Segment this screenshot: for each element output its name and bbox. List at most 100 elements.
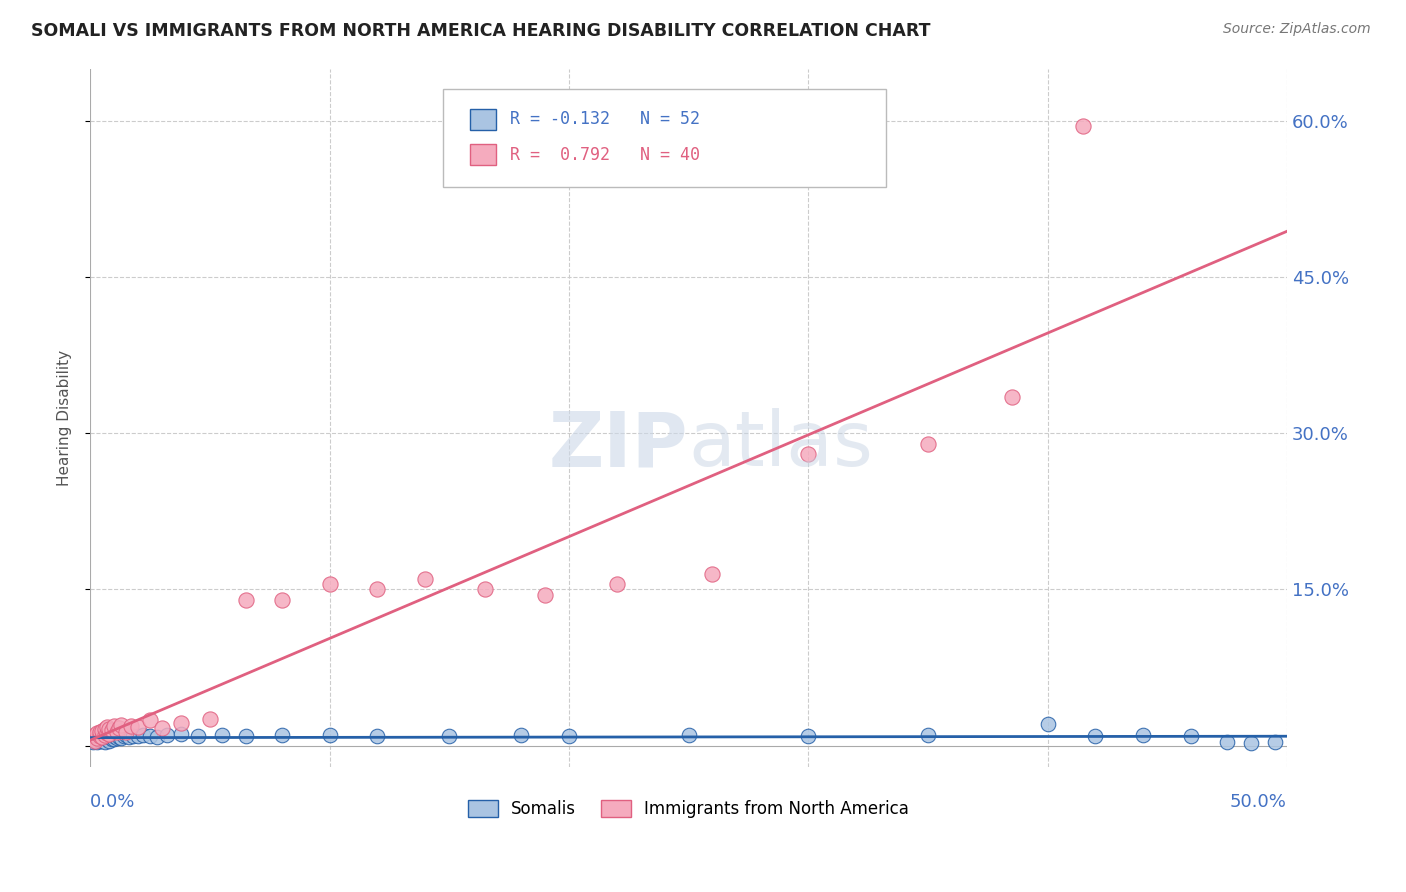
Point bbox=[110, 731, 132, 746]
Text: 0.0%: 0.0% bbox=[90, 793, 135, 811]
Point bbox=[103, 730, 125, 744]
Point bbox=[1084, 730, 1107, 744]
Legend: Somalis, Immigrants from North America: Somalis, Immigrants from North America bbox=[461, 793, 915, 824]
Point bbox=[93, 728, 115, 742]
Point bbox=[120, 719, 142, 733]
Point bbox=[117, 731, 139, 745]
Point bbox=[1036, 716, 1059, 731]
Point bbox=[1216, 734, 1239, 748]
Point bbox=[93, 734, 115, 748]
Point bbox=[110, 718, 132, 732]
Point bbox=[89, 731, 111, 746]
Point bbox=[96, 730, 118, 744]
Point bbox=[82, 734, 104, 748]
Point bbox=[84, 733, 107, 747]
Point bbox=[98, 733, 121, 747]
Point bbox=[797, 447, 820, 461]
Point bbox=[105, 725, 128, 739]
Point bbox=[84, 731, 107, 746]
Point bbox=[82, 732, 104, 747]
Point bbox=[413, 572, 436, 586]
Point bbox=[127, 720, 149, 734]
Text: Source: ZipAtlas.com: Source: ZipAtlas.com bbox=[1223, 22, 1371, 37]
Point bbox=[96, 732, 118, 747]
Point bbox=[89, 733, 111, 747]
Point bbox=[89, 730, 111, 744]
Point bbox=[93, 722, 115, 736]
Point bbox=[132, 728, 155, 742]
Point bbox=[917, 728, 939, 742]
Text: SOMALI VS IMMIGRANTS FROM NORTH AMERICA HEARING DISABILITY CORRELATION CHART: SOMALI VS IMMIGRANTS FROM NORTH AMERICA … bbox=[31, 22, 931, 40]
Point bbox=[89, 725, 111, 739]
Point bbox=[91, 731, 114, 745]
Point bbox=[108, 731, 131, 745]
Point bbox=[86, 731, 108, 746]
Point bbox=[105, 731, 128, 746]
Point bbox=[100, 723, 122, 737]
Point bbox=[1073, 119, 1095, 133]
Point bbox=[122, 730, 145, 744]
Point bbox=[1180, 730, 1202, 744]
FancyBboxPatch shape bbox=[470, 145, 496, 165]
Point bbox=[86, 726, 108, 740]
Point bbox=[96, 726, 118, 740]
Point bbox=[100, 732, 122, 747]
Text: 50.0%: 50.0% bbox=[1230, 793, 1286, 811]
Point bbox=[235, 592, 257, 607]
Point bbox=[98, 722, 121, 736]
Point bbox=[98, 731, 121, 745]
Point bbox=[112, 730, 135, 744]
Point bbox=[139, 713, 162, 727]
Point bbox=[702, 566, 724, 581]
Point bbox=[606, 577, 628, 591]
Point bbox=[318, 577, 340, 591]
Point bbox=[146, 731, 169, 745]
Point bbox=[84, 733, 107, 747]
Y-axis label: Hearing Disability: Hearing Disability bbox=[58, 350, 72, 485]
Point bbox=[96, 720, 118, 734]
Point bbox=[91, 724, 114, 739]
Point bbox=[150, 721, 173, 735]
Point bbox=[156, 728, 179, 742]
Point bbox=[270, 728, 292, 742]
Point bbox=[1000, 390, 1022, 404]
Point bbox=[115, 725, 138, 739]
Point bbox=[474, 582, 496, 597]
Point bbox=[1132, 728, 1154, 742]
Point bbox=[103, 719, 125, 733]
Point bbox=[89, 730, 111, 744]
Text: R = -0.132   N = 52: R = -0.132 N = 52 bbox=[510, 110, 700, 128]
Point bbox=[198, 712, 221, 726]
Point bbox=[100, 730, 122, 744]
Point bbox=[86, 734, 108, 748]
Point bbox=[510, 728, 533, 742]
Point bbox=[91, 731, 114, 745]
Point bbox=[187, 730, 209, 744]
Point bbox=[1264, 734, 1286, 748]
Point bbox=[270, 592, 292, 607]
Point bbox=[211, 728, 233, 742]
Point bbox=[318, 728, 340, 742]
Point bbox=[235, 730, 257, 744]
Text: atlas: atlas bbox=[689, 409, 873, 483]
Point bbox=[84, 728, 107, 742]
Point bbox=[170, 715, 193, 730]
Point bbox=[115, 728, 138, 742]
Text: ZIP: ZIP bbox=[548, 409, 689, 483]
Point bbox=[1240, 736, 1263, 750]
Point bbox=[93, 731, 115, 746]
Point bbox=[91, 733, 114, 747]
Point bbox=[170, 727, 193, 741]
Point bbox=[139, 730, 162, 744]
Point bbox=[797, 730, 820, 744]
FancyBboxPatch shape bbox=[443, 89, 886, 187]
Point bbox=[534, 588, 557, 602]
Point bbox=[127, 730, 149, 744]
FancyBboxPatch shape bbox=[470, 109, 496, 130]
Point bbox=[366, 582, 388, 597]
Point bbox=[98, 727, 121, 741]
Point bbox=[366, 730, 388, 744]
Point bbox=[558, 730, 581, 744]
Point bbox=[678, 728, 700, 742]
Point bbox=[917, 436, 939, 450]
